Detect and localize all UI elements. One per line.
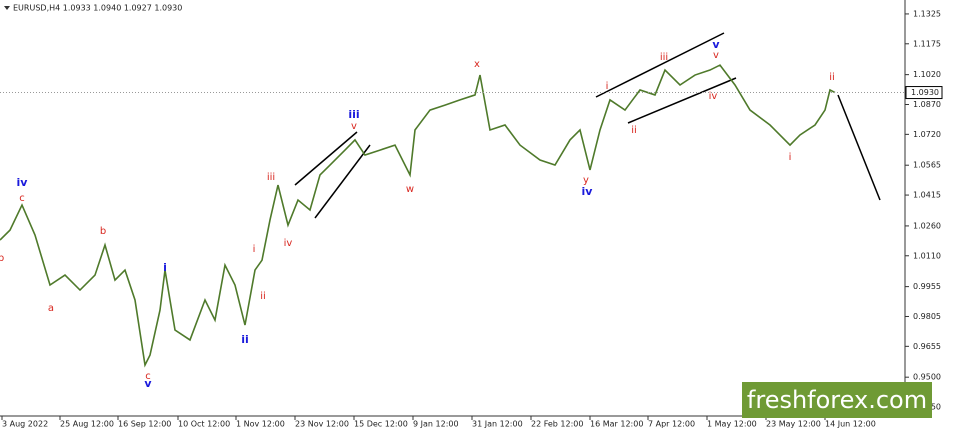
x-tick-label: 25 Aug 12:00 [60,420,114,429]
wave-label: v [351,121,357,132]
x-tick-label: 7 Apr 12:00 [648,420,695,429]
wave-label: y [583,175,589,186]
forecast-arrow [837,94,881,201]
wave-label: i [163,261,167,274]
price-line [0,64,836,368]
wave-label: ii [241,333,249,346]
wave-label: b [0,253,4,264]
x-tick-label: 16 Sep 12:00 [118,420,171,429]
wave-label: iv [284,238,293,249]
wave-label: x [474,59,480,70]
x-tick-label: 23 May 12:00 [766,420,821,429]
wave-label: iv [17,176,29,189]
y-tick-label: 1.0870 [913,100,941,109]
y-tick-label: 1.1325 [913,9,941,18]
watermark-box [742,382,932,418]
x-tick-label: 22 Feb 12:00 [531,420,583,429]
wave-label: i [789,152,792,163]
x-tick-label: 10 Oct 12:00 [178,420,230,429]
x-tick-label: 15 Dec 12:00 [354,420,408,429]
x-tick-label: 16 Mar 12:00 [590,420,643,429]
wave-label: a [48,303,54,314]
wave-label: w [406,184,414,195]
watermark: freshforex.com [747,386,927,414]
menu-icon [4,6,10,10]
wave-label: c [145,371,151,382]
wave-label: iv [709,91,718,102]
wave-label: i [606,81,609,92]
x-tick-label: 1 Nov 12:00 [236,420,285,429]
trendline [294,131,358,186]
x-tick-label: 1 May 12:00 [707,420,757,429]
wave-label: ii [260,291,266,302]
wave-label: b [100,226,106,237]
y-tick-label: 1.0565 [913,161,941,170]
wave-label: c [19,193,25,204]
x-tick-label: 31 Jan 12:00 [472,420,523,429]
trendlines [294,32,881,219]
wave-label: i [253,244,256,255]
wave-label: v [144,377,152,390]
wave-label: iii [348,108,359,121]
wave-label: iii [267,172,275,183]
wave-label: v [713,50,719,61]
wave-label: ii [631,125,637,136]
trendline [627,77,737,124]
y-tick-label: 1.1175 [913,39,941,48]
y-tick-label: 1.1020 [913,70,941,79]
y-tick-label: 1.0415 [913,191,941,200]
y-tick-label: 1.0260 [913,221,941,230]
wave-label: iii [660,52,668,63]
last-price-box [905,86,943,100]
y-tick-label: 0.9805 [913,312,941,321]
wave-label: iv [582,185,594,198]
chart-title: EURUSD,H4 1.0933 1.0940 1.0927 1.0930 [13,4,182,13]
trendline [595,32,725,98]
x-tick-label: 3 Aug 2022 [2,420,48,429]
trendline [314,144,371,219]
wave-label: ii [829,72,835,83]
y-tick-label: 1.0110 [913,251,941,260]
wave-label: v [712,38,720,51]
y-tick-label: 1.0720 [913,130,941,139]
x-tick-label: 23 Nov 12:00 [295,420,349,429]
last-price-label: 1.0930 [911,88,939,97]
y-tick-label: 0.9655 [913,342,941,351]
y-tick-label: 0.9955 [913,282,941,291]
x-tick-label: 9 Jan 12:00 [413,420,459,429]
x-tick-label: 14 Jun 12:00 [825,420,876,429]
y-tick-label: 0.9500 [913,373,941,382]
